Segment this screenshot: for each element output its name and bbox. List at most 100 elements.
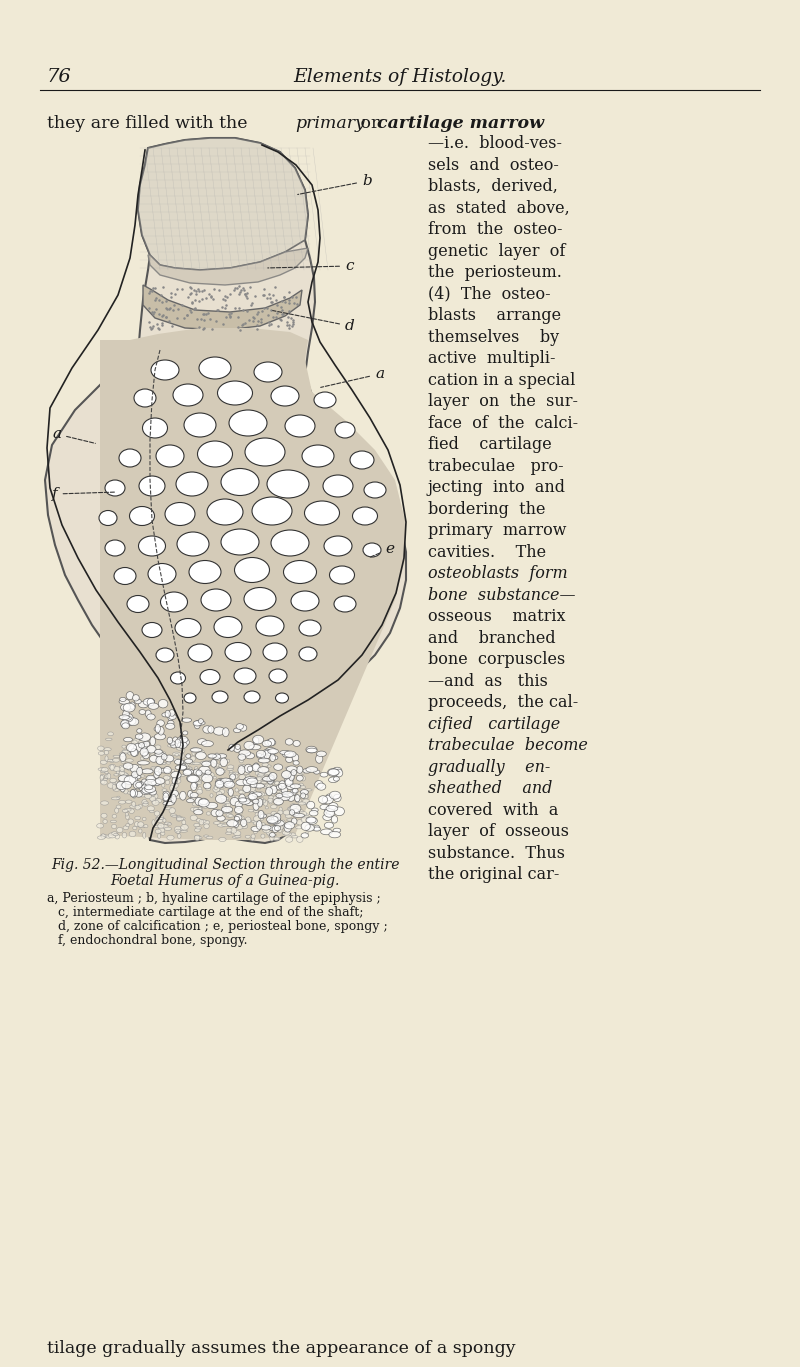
Ellipse shape bbox=[311, 808, 318, 812]
Ellipse shape bbox=[145, 786, 156, 793]
Ellipse shape bbox=[289, 772, 294, 781]
Ellipse shape bbox=[155, 771, 160, 775]
Ellipse shape bbox=[151, 360, 179, 380]
Ellipse shape bbox=[143, 802, 149, 804]
Ellipse shape bbox=[301, 793, 306, 798]
Ellipse shape bbox=[222, 807, 233, 812]
Ellipse shape bbox=[274, 798, 283, 805]
Ellipse shape bbox=[213, 755, 221, 760]
Ellipse shape bbox=[138, 822, 144, 827]
Ellipse shape bbox=[135, 791, 142, 797]
Ellipse shape bbox=[218, 764, 222, 767]
Ellipse shape bbox=[170, 673, 186, 684]
Ellipse shape bbox=[234, 815, 242, 820]
Ellipse shape bbox=[165, 711, 170, 718]
Ellipse shape bbox=[150, 737, 155, 746]
Ellipse shape bbox=[268, 831, 271, 837]
Ellipse shape bbox=[110, 820, 116, 823]
Ellipse shape bbox=[190, 797, 196, 801]
Ellipse shape bbox=[299, 621, 321, 636]
Ellipse shape bbox=[329, 802, 338, 811]
Ellipse shape bbox=[285, 776, 290, 781]
Ellipse shape bbox=[175, 618, 201, 637]
Ellipse shape bbox=[269, 772, 277, 781]
Ellipse shape bbox=[256, 750, 266, 757]
Ellipse shape bbox=[253, 828, 258, 834]
Ellipse shape bbox=[183, 761, 190, 767]
Ellipse shape bbox=[222, 824, 230, 827]
Ellipse shape bbox=[147, 776, 154, 781]
Ellipse shape bbox=[114, 834, 118, 835]
Ellipse shape bbox=[194, 720, 205, 726]
Ellipse shape bbox=[232, 772, 238, 775]
Ellipse shape bbox=[166, 723, 175, 729]
Ellipse shape bbox=[162, 797, 174, 801]
Ellipse shape bbox=[297, 791, 302, 796]
Ellipse shape bbox=[255, 778, 262, 783]
Ellipse shape bbox=[324, 536, 352, 556]
Ellipse shape bbox=[244, 690, 260, 703]
Ellipse shape bbox=[115, 834, 119, 839]
Ellipse shape bbox=[141, 789, 150, 794]
Ellipse shape bbox=[159, 761, 166, 764]
Ellipse shape bbox=[285, 797, 292, 801]
Ellipse shape bbox=[167, 776, 170, 779]
Ellipse shape bbox=[324, 822, 334, 828]
Ellipse shape bbox=[131, 744, 139, 749]
Ellipse shape bbox=[335, 422, 355, 437]
Ellipse shape bbox=[162, 752, 166, 755]
Ellipse shape bbox=[114, 567, 136, 585]
Ellipse shape bbox=[101, 771, 106, 772]
Ellipse shape bbox=[212, 690, 228, 703]
Ellipse shape bbox=[200, 670, 220, 685]
Ellipse shape bbox=[133, 826, 137, 830]
Ellipse shape bbox=[292, 789, 298, 793]
Text: active  multipli-: active multipli- bbox=[428, 350, 555, 366]
Ellipse shape bbox=[98, 752, 105, 755]
Ellipse shape bbox=[201, 589, 231, 611]
Ellipse shape bbox=[120, 767, 125, 771]
Ellipse shape bbox=[264, 771, 271, 775]
Ellipse shape bbox=[234, 816, 239, 822]
Text: a: a bbox=[321, 366, 384, 387]
Text: jecting  into  and: jecting into and bbox=[428, 478, 566, 496]
Ellipse shape bbox=[134, 390, 156, 407]
Ellipse shape bbox=[120, 697, 126, 701]
Ellipse shape bbox=[156, 446, 184, 468]
Ellipse shape bbox=[252, 498, 292, 525]
Ellipse shape bbox=[154, 745, 161, 749]
Ellipse shape bbox=[329, 831, 341, 838]
Ellipse shape bbox=[206, 837, 213, 839]
Ellipse shape bbox=[198, 719, 203, 723]
Ellipse shape bbox=[177, 745, 183, 750]
Ellipse shape bbox=[235, 801, 242, 808]
Ellipse shape bbox=[278, 791, 285, 797]
Ellipse shape bbox=[154, 783, 159, 786]
Ellipse shape bbox=[174, 759, 184, 764]
Ellipse shape bbox=[192, 783, 196, 787]
Ellipse shape bbox=[182, 764, 188, 768]
Ellipse shape bbox=[282, 752, 294, 757]
Ellipse shape bbox=[214, 785, 221, 790]
Text: (4)  The  osteo-: (4) The osteo- bbox=[428, 286, 550, 302]
Ellipse shape bbox=[206, 802, 218, 809]
Ellipse shape bbox=[182, 761, 186, 764]
Ellipse shape bbox=[176, 816, 181, 819]
Ellipse shape bbox=[276, 796, 279, 800]
Ellipse shape bbox=[353, 507, 378, 525]
Ellipse shape bbox=[322, 796, 334, 804]
Ellipse shape bbox=[208, 753, 217, 759]
Ellipse shape bbox=[122, 749, 130, 755]
Ellipse shape bbox=[162, 789, 167, 791]
Ellipse shape bbox=[292, 835, 298, 838]
Ellipse shape bbox=[126, 815, 130, 820]
Ellipse shape bbox=[214, 617, 242, 637]
Ellipse shape bbox=[114, 789, 120, 791]
Ellipse shape bbox=[104, 750, 109, 755]
Ellipse shape bbox=[178, 834, 181, 838]
Ellipse shape bbox=[215, 778, 225, 787]
Ellipse shape bbox=[126, 800, 132, 804]
Ellipse shape bbox=[146, 745, 156, 753]
Ellipse shape bbox=[174, 779, 181, 783]
Polygon shape bbox=[138, 138, 308, 271]
